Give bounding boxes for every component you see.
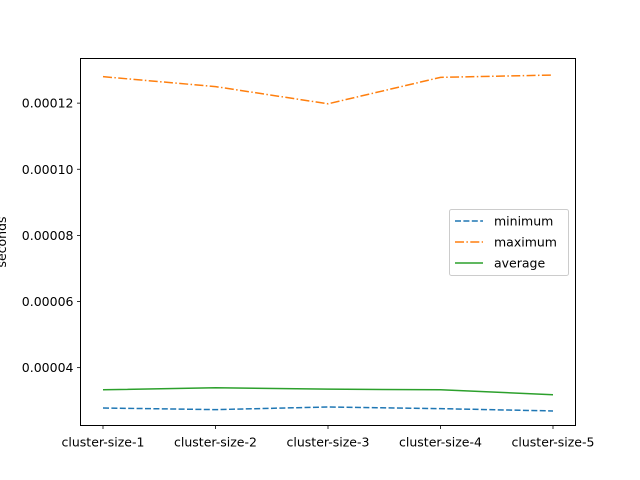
ticks-layer: cluster-size-1 cluster-size-2 cluster-size… xyxy=(22,96,595,450)
x-tick-label: cluster-size-3 xyxy=(287,435,370,450)
y-tick-label: 0.00010 xyxy=(22,162,74,177)
y-axis-label: seconds xyxy=(0,216,9,267)
legend-box xyxy=(449,209,569,276)
y-tick-label: 0.00008 xyxy=(22,228,74,243)
legend-label-minimum: minimum xyxy=(494,214,553,229)
y-tick-label: 0.00012 xyxy=(22,96,74,111)
legend-label-average: average xyxy=(494,256,545,271)
y-tick-label: 0.00004 xyxy=(22,360,74,375)
x-tick-label: cluster-size-1 xyxy=(62,435,145,450)
series-line-minimum xyxy=(102,406,554,412)
series-line-maximum xyxy=(102,74,554,105)
x-tick-label: cluster-size-2 xyxy=(174,435,257,450)
x-tick-label: cluster-size-5 xyxy=(512,435,595,450)
series-layer xyxy=(102,74,554,412)
legend: minimum maximum average xyxy=(449,209,569,276)
legend-label-maximum: maximum xyxy=(494,235,557,250)
y-tick-label: 0.00006 xyxy=(22,294,74,309)
series-line-average xyxy=(102,387,554,396)
x-tick-label: cluster-size-4 xyxy=(399,435,482,450)
